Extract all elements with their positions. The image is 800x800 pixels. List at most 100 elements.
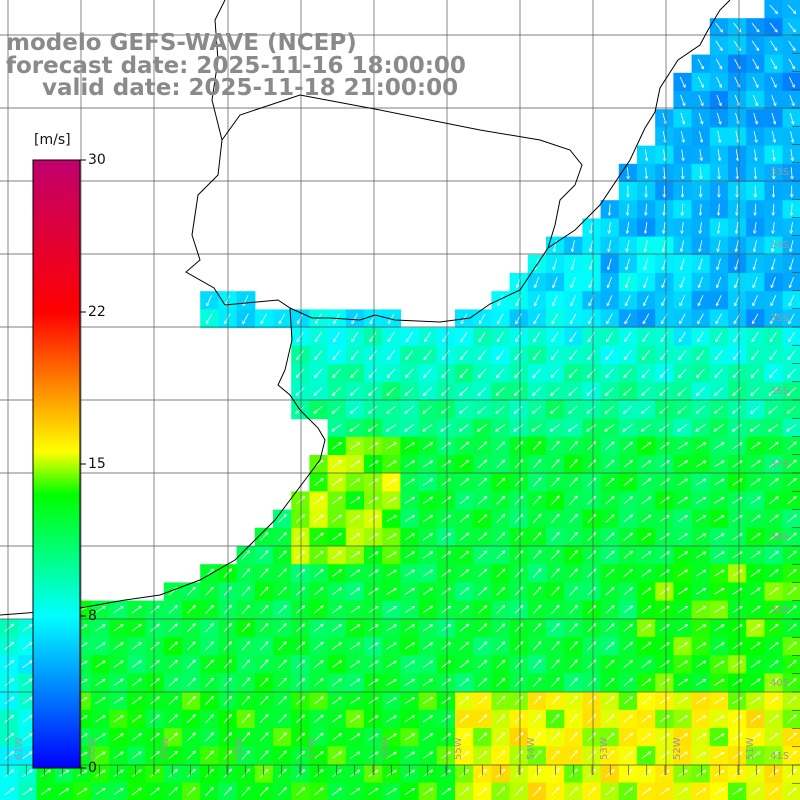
wind-arrow: [751, 387, 760, 396]
wind-cell: [691, 673, 711, 693]
wind-arrow: [551, 587, 558, 596]
wind-arrow: [732, 552, 742, 559]
wind-cell: [145, 764, 165, 784]
wind-cell: [327, 382, 347, 401]
wind-arrow: [718, 222, 721, 233]
wind-cell: [509, 600, 529, 620]
wind-cell: [600, 582, 620, 602]
wind-cell: [182, 764, 201, 784]
wind-arrow: [642, 405, 651, 413]
wind-cell: [655, 400, 674, 420]
wind-cell: [127, 600, 147, 620]
wind-arrow: [680, 112, 684, 124]
wind-arrow: [769, 424, 779, 431]
wind-cell: [400, 546, 420, 565]
wind-cell: [436, 600, 456, 620]
wind-cell: [254, 673, 274, 693]
wind-cell: [200, 764, 219, 784]
wind-arrow: [770, 58, 776, 69]
wind-cell: [728, 600, 747, 620]
wind-cell: [91, 637, 110, 656]
wind-cell: [509, 509, 529, 529]
wind-arrow: [623, 643, 632, 650]
wind-cell: [345, 473, 365, 492]
wind-arrow: [753, 313, 759, 324]
wind-cell: [364, 382, 383, 401]
wind-cell: [455, 527, 474, 547]
wind-cell: [673, 691, 693, 711]
wind-cell: [509, 582, 529, 602]
wind-cell: [691, 546, 711, 565]
wind-cell: [637, 564, 656, 583]
wind-arrow: [698, 331, 705, 341]
wind-cell: [327, 691, 347, 711]
wind-arrow: [773, 222, 775, 233]
wind-arrow: [626, 258, 630, 270]
wind-arrow: [587, 533, 596, 542]
wind-arrow: [386, 570, 396, 577]
wind-cell: [509, 746, 529, 765]
wind-cell: [382, 709, 401, 729]
wind-cell: [291, 400, 310, 420]
wind-arrow: [609, 222, 611, 233]
wind-cell: [109, 600, 128, 620]
wind-arrow: [314, 405, 323, 413]
wind-cell: [345, 382, 365, 401]
wind-arrow: [569, 424, 579, 431]
wind-cell: [600, 473, 620, 492]
wind-cell: [728, 546, 747, 565]
wind-cell: [200, 618, 219, 638]
wind-cell: [473, 473, 492, 492]
wind-arrow: [422, 625, 432, 632]
wind-cell: [455, 546, 474, 565]
wind-arrow: [532, 424, 542, 431]
wind-cell: [673, 728, 693, 747]
wind-cell: [491, 400, 511, 420]
wind-arrow: [660, 424, 670, 431]
wind-cell: [782, 72, 800, 92]
wind-cell: [546, 564, 565, 583]
wind-arrow: [241, 606, 249, 615]
wind-arrow: [424, 405, 433, 413]
wind-cell: [473, 673, 492, 693]
wind-cell: [746, 509, 765, 529]
wind-cell: [364, 746, 383, 765]
wind-arrow: [732, 443, 742, 450]
wind-cell: [491, 709, 511, 729]
wind-arrow: [660, 405, 669, 413]
wind-cell: [254, 655, 274, 674]
wind-arrow: [715, 22, 723, 32]
wind-cell: [491, 309, 511, 329]
wind-cell: [509, 345, 529, 365]
wind-arrow: [277, 588, 286, 596]
wind-arrow: [682, 222, 684, 233]
wind-arrow: [623, 588, 632, 596]
wind-cell: [455, 655, 474, 674]
wind-cell: [600, 600, 620, 620]
colorbar-tick-label: 30: [88, 152, 106, 168]
wind-arrow: [771, 94, 776, 105]
wind-arrow: [515, 387, 523, 396]
wind-arrow: [477, 551, 486, 560]
wind-arrow: [713, 607, 723, 613]
wind-arrow: [352, 350, 359, 360]
wind-cell: [728, 764, 747, 784]
wind-arrow: [768, 515, 778, 523]
wind-arrow: [750, 552, 760, 559]
wind-arrow: [569, 405, 578, 413]
wind-arrow: [205, 624, 214, 633]
wind-arrow: [387, 405, 396, 413]
wind-arrow: [514, 497, 523, 505]
wind-arrow: [587, 424, 597, 431]
wind-cell: [254, 527, 274, 547]
wind-cell: [618, 655, 638, 674]
wind-arrow: [459, 606, 469, 614]
wind-arrow: [498, 313, 504, 324]
wind-cell: [564, 436, 583, 456]
wind-cell: [637, 637, 656, 656]
wind-cell: [691, 473, 711, 492]
wind-cell: [291, 364, 310, 383]
wind-arrow: [571, 276, 576, 287]
wind-cell: [254, 764, 274, 784]
wind-arrow: [442, 405, 451, 413]
